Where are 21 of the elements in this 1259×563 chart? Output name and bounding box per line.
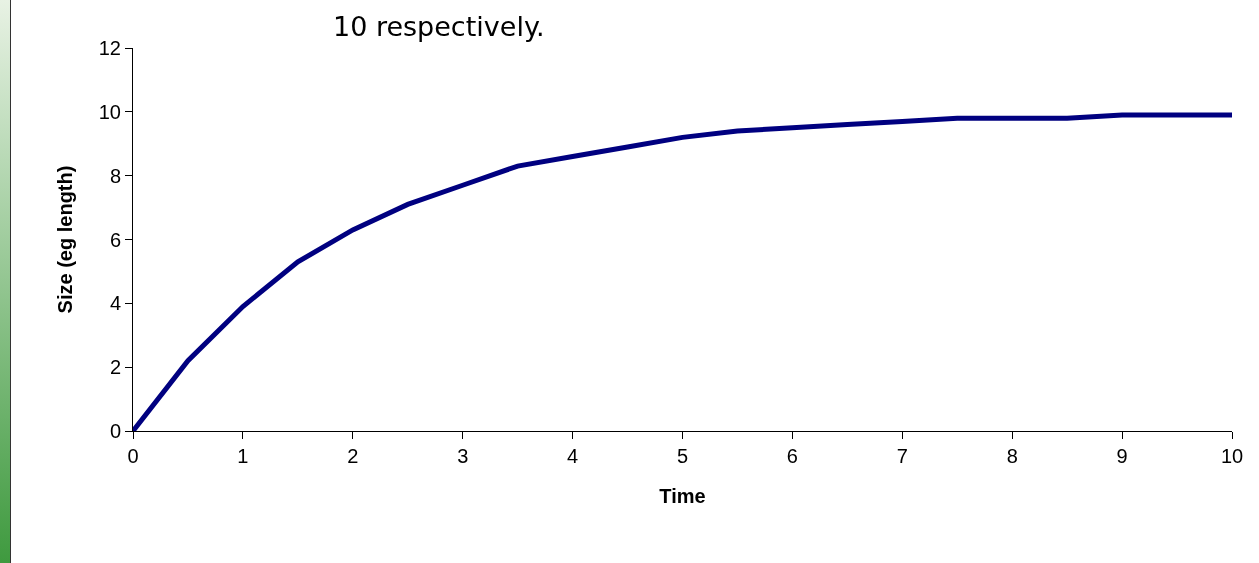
x-tick-label: 10: [1220, 445, 1244, 467]
x-tick-label: 2: [347, 445, 359, 467]
x-tick-label: 6: [786, 445, 798, 467]
y-tick-label: 2: [109, 356, 121, 379]
y-tick-label: 8: [109, 164, 121, 187]
x-tick-label: 8: [1006, 445, 1018, 467]
y-tick-label: 10: [98, 100, 121, 123]
x-tick-label: 4: [567, 445, 579, 467]
x-tick-label: 9: [1116, 445, 1128, 467]
x-tick-label: 0: [127, 445, 139, 467]
text: 10 respectively.: [333, 11, 545, 42]
y-tick-label: 6: [109, 228, 121, 251]
x-tick-label: 3: [457, 445, 469, 467]
x-tick-label: 7: [896, 445, 908, 467]
y-tick-label: 12: [98, 37, 121, 59]
y-tick-label: 4: [109, 292, 121, 315]
x-tick-label: 1: [237, 445, 249, 467]
y-tick-label: 0: [109, 420, 121, 442]
y-axis-title: Size (eg length): [54, 165, 77, 314]
x-axis-title: Time: [659, 484, 706, 507]
x-tick-label: 5: [676, 445, 689, 467]
